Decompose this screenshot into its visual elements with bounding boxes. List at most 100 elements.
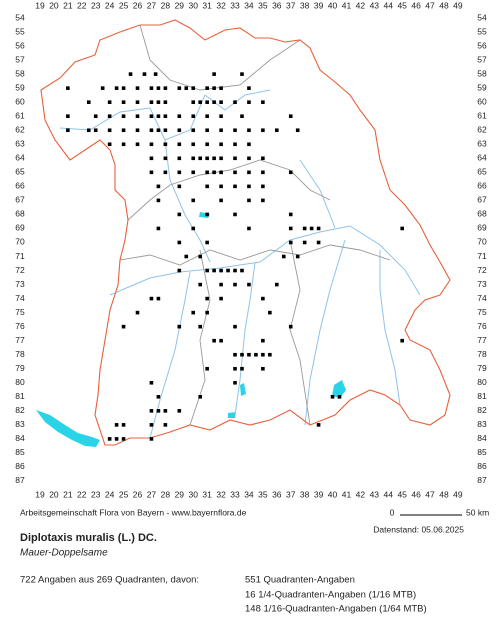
record-square: [205, 366, 209, 371]
record-square: [219, 282, 223, 287]
column-label: 47: [425, 489, 435, 499]
row-label: 65: [477, 167, 487, 177]
column-label: 43: [370, 489, 380, 499]
row-label: 83: [477, 419, 487, 429]
record-square: [219, 184, 223, 189]
record-square: [247, 100, 251, 104]
record-square: [163, 142, 168, 147]
record-square: [240, 72, 244, 76]
row-label: 77: [15, 335, 25, 345]
row-label: 69: [477, 223, 487, 233]
credit: Arbeitsgemeinschaft Flora von Bayern - w…: [20, 507, 247, 517]
record-square: [261, 100, 265, 104]
record-square: [135, 100, 140, 104]
column-label: 35: [258, 489, 268, 499]
record-square: [163, 423, 168, 427]
scale-start: 0: [390, 507, 395, 517]
record-square: [135, 114, 140, 119]
record-square: [163, 156, 168, 161]
column-label: 34: [244, 489, 254, 499]
record-square: [149, 142, 154, 147]
record-square: [219, 128, 223, 133]
column-label: 48: [439, 489, 449, 499]
column-label: 32: [216, 0, 226, 10]
record-square: [205, 240, 209, 245]
column-label: 23: [91, 489, 101, 499]
record-square: [100, 86, 105, 90]
column-label: 27: [147, 0, 157, 10]
record-square: [156, 100, 161, 104]
scale-end: 50 km: [466, 507, 489, 517]
record-square: [149, 437, 154, 441]
record-square: [233, 282, 237, 287]
row-label: 87: [15, 475, 25, 485]
record-square: [233, 324, 237, 329]
record-square: [191, 156, 196, 161]
record-square: [184, 86, 189, 90]
row-label: 59: [15, 82, 25, 92]
record-square: [149, 86, 154, 90]
record-square: [156, 296, 161, 301]
record-square: [205, 86, 209, 90]
record-square: [233, 100, 237, 104]
row-label: 57: [15, 54, 25, 64]
lake: [332, 380, 346, 398]
date: Datenstand: 05.06.2025: [373, 524, 464, 534]
row-label: 56: [477, 40, 487, 50]
record-square: [177, 184, 182, 189]
row-label: 76: [477, 321, 487, 331]
row-label: 63: [15, 139, 25, 149]
record-square: [163, 86, 168, 90]
record-square: [247, 170, 251, 175]
record-square: [219, 86, 223, 90]
record-square: [156, 395, 161, 399]
record-square: [261, 184, 265, 189]
border: [119, 244, 391, 266]
record-square: [149, 296, 154, 301]
record-square: [153, 72, 158, 76]
lakes: [36, 212, 346, 447]
row-label: 59: [477, 82, 487, 92]
column-label: 42: [356, 489, 366, 499]
column-label: 48: [439, 0, 449, 10]
river: [379, 250, 401, 406]
record-square: [205, 296, 209, 301]
record-square: [149, 170, 154, 175]
record-square: [212, 72, 216, 76]
column-label: 25: [119, 0, 129, 10]
row-label: 67: [15, 195, 25, 205]
record-square: [205, 156, 209, 161]
record-square: [247, 352, 251, 357]
row-label: 61: [477, 110, 487, 120]
river: [149, 271, 191, 439]
record-square: [247, 156, 251, 161]
column-label: 21: [63, 0, 73, 10]
record-square: [121, 142, 126, 147]
record-square: [247, 128, 251, 133]
row-label: 66: [15, 181, 25, 191]
summary-total: 722 Angaben aus 269 Quadranten, davon:: [20, 575, 199, 586]
record-square: [247, 142, 251, 147]
record-square: [135, 142, 140, 147]
record-square: [400, 226, 404, 231]
lake: [36, 410, 100, 447]
row-label: 65: [15, 167, 25, 177]
border: [189, 249, 211, 426]
column-label: 22: [77, 489, 87, 499]
record-square: [288, 170, 293, 175]
lake: [240, 383, 246, 396]
record-square: [107, 142, 112, 147]
record-square: [142, 72, 147, 76]
record-square: [330, 395, 335, 399]
row-label: 54: [477, 12, 487, 22]
record-square: [86, 100, 91, 104]
record-square: [149, 380, 154, 385]
record-square: [135, 310, 140, 315]
row-label: 80: [15, 377, 25, 387]
record-square: [66, 86, 70, 90]
record-square: [163, 170, 168, 175]
row-label: 81: [477, 391, 487, 401]
column-label: 49: [453, 489, 463, 499]
row-label: 62: [15, 124, 25, 134]
record-square: [233, 212, 237, 217]
